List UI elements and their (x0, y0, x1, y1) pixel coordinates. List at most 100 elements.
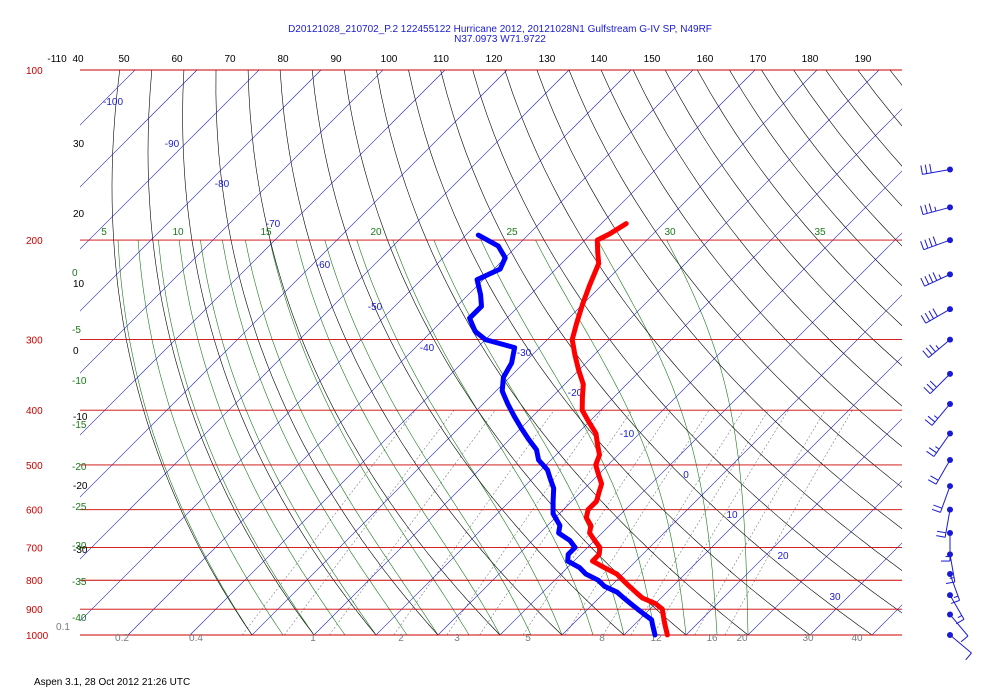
isotherm-label: -90 (165, 139, 180, 150)
dry-adiabat-line (568, 70, 902, 488)
isotherms (80, 70, 902, 635)
isotherm-label: -40 (420, 343, 435, 354)
isotherm-line (80, 70, 136, 126)
footer-text: Aspen 3.1, 28 Oct 2012 21:26 UTC (34, 677, 191, 688)
moist-adiabat-label: -5 (72, 325, 81, 336)
sounding-traces (467, 221, 670, 638)
isotherm-line (80, 70, 570, 560)
isotherm-line (375, 108, 902, 635)
mixing-ratio-line (329, 410, 496, 635)
isotherm-line (189, 70, 756, 635)
isotherm-line (251, 70, 818, 635)
dry-adiabat-line (664, 70, 902, 367)
dry-adiabat-line (857, 70, 902, 127)
dry-adiabat-line (632, 70, 902, 407)
mixing-ratio-line (284, 410, 455, 635)
wind-barb (931, 483, 953, 513)
moist-adiabat-line (245, 240, 439, 635)
mixing-ratio-label: 40 (851, 633, 863, 644)
moist-adiabat-line (178, 240, 346, 635)
mixing-ratio-line (694, 410, 826, 635)
moist-adiabat-label: 0 (72, 268, 78, 279)
dry-adiabat-label: 10 (73, 279, 85, 290)
mixing-ratio-label: 8 (599, 633, 605, 644)
isotherm-line (80, 70, 198, 188)
isotherm-label: 30 (829, 592, 841, 603)
dry-adiabat-line (697, 70, 902, 327)
dry-adiabat-line (825, 70, 902, 167)
isotherm-line (747, 480, 902, 635)
top-axis-tick-label: 190 (855, 54, 872, 65)
wind-barb (920, 236, 953, 251)
pressure-tick-label: 100 (26, 66, 43, 77)
isotherm-line (623, 356, 902, 635)
top-axis-tick-label: 80 (277, 54, 289, 65)
isotherm-line (80, 70, 446, 436)
dry-adiabat-line (111, 70, 253, 635)
top-axis-tick-label: -110 (47, 54, 67, 65)
pressure-tick-label: 500 (26, 461, 43, 472)
moist-adiabats (117, 239, 749, 635)
temperature-trace (569, 221, 670, 638)
moist-adiabat-line (295, 240, 501, 635)
wind-barb (927, 456, 953, 485)
dry-adiabat-label: -30 (73, 545, 88, 556)
top-axis-tick-label: 170 (750, 54, 767, 65)
mixing-ratio-label: 2 (398, 633, 404, 644)
top-axis-tick-label: 110 (433, 54, 449, 65)
mixing-ratio-line (241, 410, 416, 635)
moist-adiabat-label: 10 (172, 227, 184, 238)
isotherm-line (80, 70, 322, 312)
dry-adiabat-line (311, 70, 625, 635)
isotherm-line (437, 170, 902, 635)
mixing-ratio-label: 0.4 (189, 633, 203, 644)
mixing-ratio-lines (241, 410, 853, 635)
pressure-tick-label: 200 (26, 236, 43, 247)
moist-adiabat-label: 20 (370, 227, 382, 238)
wind-profile (920, 163, 972, 661)
top-axis-tick-label: 60 (171, 54, 183, 65)
dry-adiabat-line (279, 70, 563, 635)
isotherm-label: -70 (266, 219, 281, 230)
dry-adiabat-label: 0 (73, 346, 79, 357)
top-axis-tick-label: 160 (697, 54, 714, 65)
top-axis-tick-label: 70 (224, 54, 236, 65)
dry-adiabat-line (793, 70, 902, 207)
pressure-tick-label: 300 (26, 336, 43, 347)
wind-barb (920, 163, 953, 175)
isotherm-label: -100 (103, 97, 123, 108)
wind-barb (920, 306, 953, 324)
dry-adiabat-line (761, 70, 902, 247)
chart-location: N37.0973 W71.9722 (454, 34, 546, 45)
moist-adiabat-label: -15 (72, 420, 87, 431)
dry-adiabat-label: 30 (73, 139, 85, 150)
isotherm-label: -60 (316, 260, 331, 271)
wind-barb (920, 203, 953, 216)
dry-adiabat-line (182, 70, 377, 635)
dry-adiabat-line (147, 70, 315, 635)
moist-adiabat-label: 30 (664, 227, 676, 238)
top-axis-tick-label: 140 (591, 54, 608, 65)
wind-barb (923, 370, 953, 395)
top-axis-tick-label: 100 (381, 54, 398, 65)
dry-adiabat-label: 20 (73, 209, 85, 220)
dry-adiabat-line (600, 70, 902, 447)
dewpoint-trace (467, 232, 658, 638)
dry-adiabat-line (440, 70, 873, 635)
mixing-ratio-label: 5 (525, 633, 531, 644)
wind-barb (926, 430, 953, 457)
moist-adiabat-label: -10 (72, 376, 87, 387)
moist-adiabat-label: -30 (72, 541, 87, 552)
top-axis-tick-label: 120 (486, 54, 503, 65)
moist-adiabat-label: 5 (101, 227, 107, 238)
top-axis-tick-label: 180 (802, 54, 819, 65)
isotherm-label: 20 (777, 551, 789, 562)
top-axis-tick-label: 90 (330, 54, 342, 65)
moist-adiabat-label: 15 (260, 227, 272, 238)
dry-adiabat-line (889, 70, 902, 86)
isotherm-line (127, 70, 694, 635)
moist-adiabat-label: 35 (814, 227, 826, 238)
dry-adiabat-line (504, 70, 902, 571)
